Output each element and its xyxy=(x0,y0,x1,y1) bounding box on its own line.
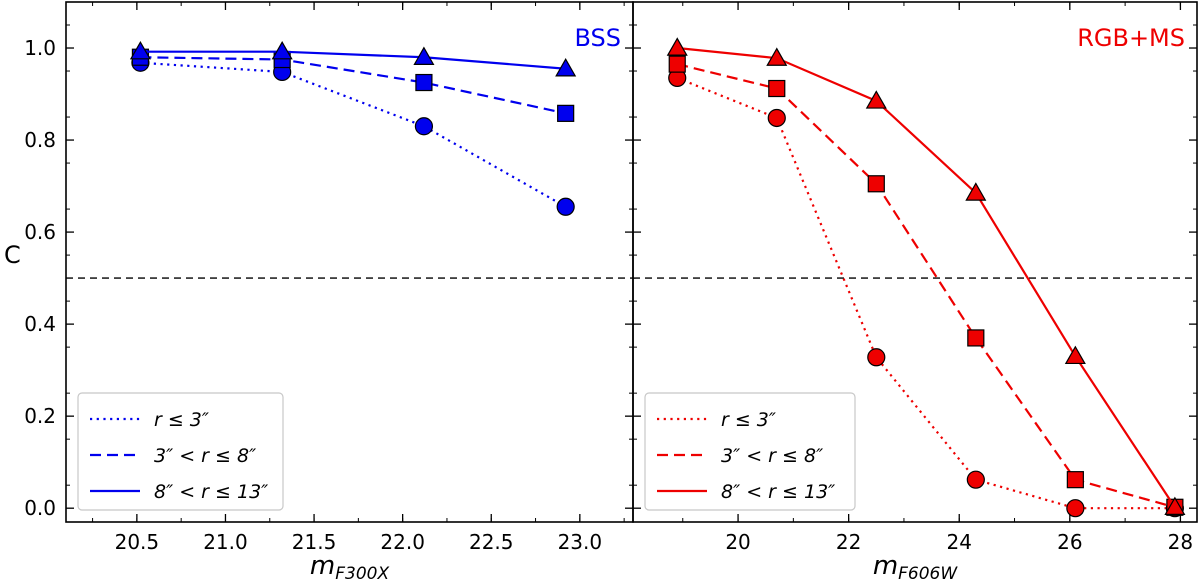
x-tick-label: 23.0 xyxy=(558,530,603,554)
data-point-square xyxy=(1066,471,1084,489)
x-tick-label: 22.0 xyxy=(380,530,425,554)
legend-label: 8″ < r ≤ 13″ xyxy=(721,481,835,503)
series-line xyxy=(140,50,566,70)
data-point-circle xyxy=(867,348,886,367)
data-point-circle xyxy=(1066,499,1085,518)
right-x-axis-label: mF606W xyxy=(873,551,959,584)
y-tick-label: 0.6 xyxy=(24,220,56,244)
data-point-square xyxy=(557,104,575,122)
y-axis-label: C xyxy=(4,241,21,269)
data-point-triangle xyxy=(865,90,887,109)
series-line xyxy=(677,46,1176,508)
x-tick-label: 22 xyxy=(836,530,861,554)
data-point-triangle xyxy=(555,58,577,77)
legend-label: 3″ < r ≤ 8″ xyxy=(154,445,256,467)
legend-label: r ≤ 3″ xyxy=(154,409,209,431)
data-point-triangle xyxy=(666,37,688,56)
data-point-circle xyxy=(767,108,786,128)
data-point-square xyxy=(668,55,686,73)
x-axis-label-main: m xyxy=(873,551,898,581)
x-tick-label: 22.5 xyxy=(469,530,514,554)
left-panel-title: BSS xyxy=(574,24,621,52)
rgb-ms-panel: 20 22 24 26 28 mF606W RGB+MS r ≤ 3″ 3″ < r ≤ 8″ 8… xyxy=(632,1,1198,584)
series-line xyxy=(676,76,1175,510)
series-line xyxy=(140,56,566,115)
bss-panel: 0.0 0.2 0.4 0.6 0.8 1.0 20.5 21.0 21.5 22.0 22.5 23… xyxy=(24,1,634,584)
data-point-circle xyxy=(556,197,575,216)
x-tick-label: 28 xyxy=(1168,530,1193,554)
right-axes-frame xyxy=(632,1,1198,523)
y-tick-label: 0.4 xyxy=(24,312,56,336)
legend-label: r ≤ 3″ xyxy=(721,409,776,431)
x-tick-label: 20 xyxy=(725,530,750,554)
x-tick-label: 21.0 xyxy=(203,530,248,554)
data-point-circle xyxy=(966,470,985,489)
x-tick-label: 26 xyxy=(1057,530,1082,554)
y-tick-label: 0.8 xyxy=(24,128,56,152)
data-point-square xyxy=(867,175,885,193)
data-point-square xyxy=(967,329,985,347)
series-line xyxy=(140,61,567,208)
data-point-triangle xyxy=(271,40,293,60)
y-tick-label: 0.2 xyxy=(24,404,56,428)
data-point-square xyxy=(415,73,433,92)
data-point-square xyxy=(768,79,786,98)
left-x-axis-label: mF300X xyxy=(310,551,390,584)
left-legend-box xyxy=(77,392,284,511)
data-point-triangle xyxy=(413,46,435,65)
data-point-triangle xyxy=(1064,345,1086,365)
x-tick-label: 21.5 xyxy=(292,530,337,554)
right-legend-box xyxy=(644,392,856,511)
y-tick-label: 0.0 xyxy=(24,496,56,520)
right-panel-title: RGB+MS xyxy=(1077,24,1185,52)
legend-label: 8″ < r ≤ 13″ xyxy=(154,481,268,503)
x-tick-label: 20.5 xyxy=(115,530,160,554)
x-axis-label-main: m xyxy=(310,551,335,581)
data-point-triangle xyxy=(965,182,987,201)
right-series-triangle xyxy=(666,37,1186,515)
x-axis-label-sub: F606W xyxy=(898,564,958,584)
data-point-triangle xyxy=(1164,496,1186,515)
left-series-triangle xyxy=(129,40,577,77)
left-series-square xyxy=(131,48,575,122)
x-tick-label: 24 xyxy=(947,530,972,554)
legend-label: 3″ < r ≤ 8″ xyxy=(721,445,823,467)
data-point-triangle xyxy=(766,47,788,66)
x-axis-label-sub: F300X xyxy=(335,564,389,584)
data-point-circle xyxy=(414,117,434,136)
series-line xyxy=(676,63,1176,509)
y-tick-label: 1.0 xyxy=(24,36,56,60)
data-point-triangle xyxy=(129,40,151,60)
left-series-circle xyxy=(131,53,575,216)
